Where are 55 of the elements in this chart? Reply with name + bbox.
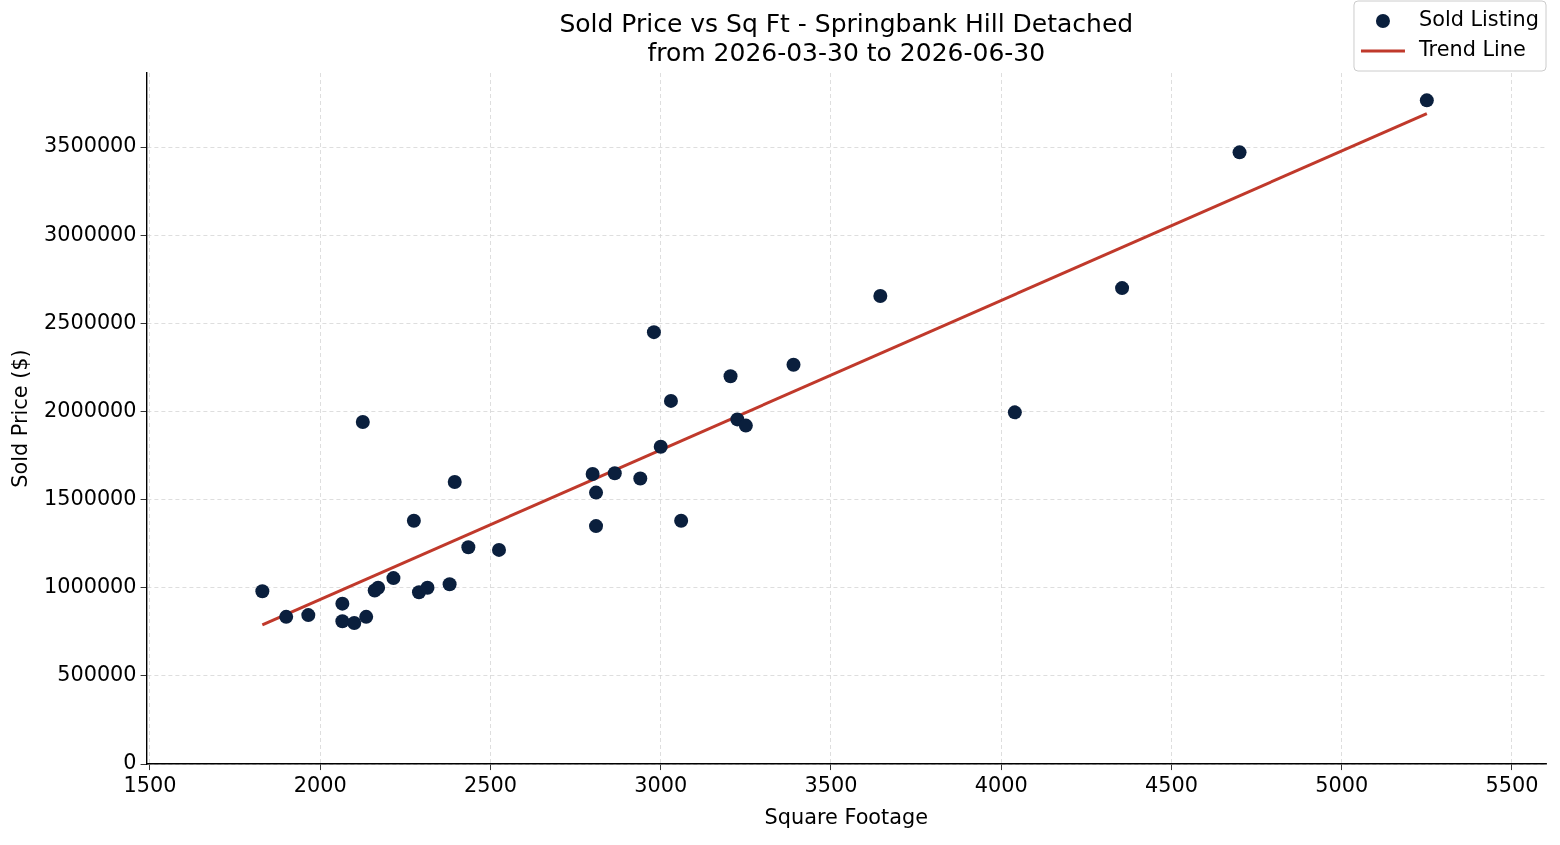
y-tick-label: 1500000 bbox=[43, 486, 137, 511]
x-tick-label: 3500 bbox=[804, 772, 858, 797]
point bbox=[420, 580, 435, 595]
point bbox=[447, 475, 462, 490]
point bbox=[589, 519, 604, 534]
point bbox=[491, 542, 506, 557]
y-tick-label: 3000000 bbox=[43, 221, 137, 246]
point bbox=[585, 467, 600, 482]
y-tick-label: 500000 bbox=[57, 662, 137, 687]
x-tick-label: 5500 bbox=[1485, 772, 1539, 797]
point bbox=[873, 289, 888, 304]
x-tick-label: 5000 bbox=[1315, 772, 1369, 797]
x-tick-label: 2500 bbox=[464, 772, 517, 797]
point bbox=[1115, 281, 1130, 296]
y-tick-label: 2000000 bbox=[43, 397, 137, 422]
point bbox=[723, 369, 738, 384]
legend-label: Trend Line bbox=[1417, 37, 1526, 62]
point bbox=[461, 540, 476, 555]
point bbox=[1419, 93, 1434, 108]
point bbox=[607, 466, 622, 481]
point bbox=[386, 571, 401, 586]
point bbox=[355, 415, 370, 430]
y-tick-label: 2500000 bbox=[43, 309, 137, 334]
point bbox=[255, 584, 270, 599]
point bbox=[359, 609, 374, 624]
point bbox=[279, 609, 294, 624]
y-tick-label: 3500000 bbox=[43, 133, 137, 158]
point bbox=[347, 616, 362, 631]
y-axis-title: Sold Price ($) bbox=[7, 349, 32, 488]
point bbox=[335, 596, 350, 611]
x-tick-label: 4500 bbox=[1144, 772, 1198, 797]
point bbox=[335, 614, 350, 629]
legend-label: Sold Listing bbox=[1418, 7, 1539, 32]
point bbox=[786, 357, 801, 372]
point bbox=[442, 577, 457, 592]
point bbox=[633, 471, 648, 486]
point bbox=[589, 485, 604, 500]
point bbox=[738, 418, 753, 433]
point bbox=[674, 513, 689, 528]
point bbox=[301, 608, 316, 623]
point bbox=[1232, 145, 1247, 160]
y-tick-label: 0 bbox=[123, 750, 137, 775]
y-tick-label: 1000000 bbox=[43, 574, 137, 599]
point bbox=[406, 513, 421, 528]
chart-title: Sold Price vs Sq Ft - Springbank Hill Detached from 2026-03-30 to 2026-06-30 bbox=[559, 8, 1134, 67]
x-axis-title: Square Footage bbox=[764, 804, 928, 829]
x-tick-label: 4000 bbox=[974, 772, 1028, 797]
point bbox=[653, 439, 668, 454]
point bbox=[663, 393, 678, 408]
point bbox=[646, 325, 661, 340]
x-tick-label: 1500 bbox=[123, 772, 177, 797]
point bbox=[1007, 405, 1022, 420]
point bbox=[371, 580, 386, 595]
x-tick-label: 3000 bbox=[634, 772, 688, 797]
x-tick-label: 2000 bbox=[293, 772, 347, 797]
